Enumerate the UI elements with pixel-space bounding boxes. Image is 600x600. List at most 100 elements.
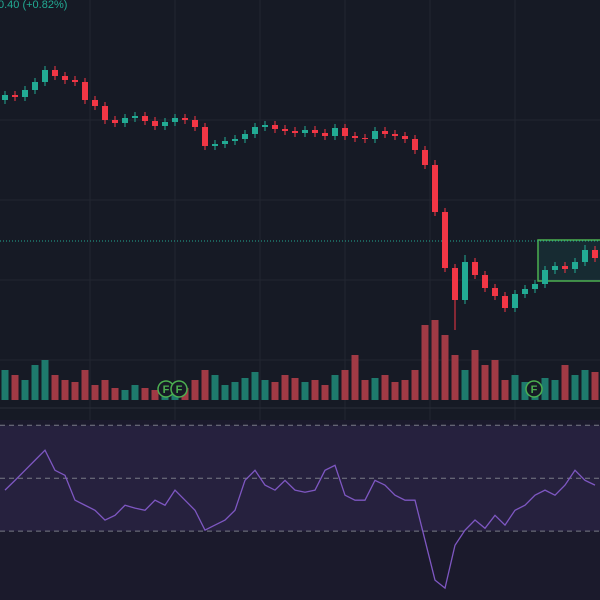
candle-body [342,128,348,136]
volume-bar [31,365,39,400]
candle-body [382,131,388,134]
volume-bar [511,375,519,400]
volume-bar [501,380,509,400]
candle-body [162,122,168,126]
candle-body [562,266,568,269]
volume-bar [41,360,49,400]
event-label: F [531,384,538,396]
volume-bar [151,390,159,400]
volume-bar [11,375,19,400]
volume-bar [551,380,559,400]
volume-bar [441,335,449,400]
highlight-box [537,239,600,282]
candle-body [502,296,508,308]
volume-bar [431,320,439,400]
volume-bar [251,372,259,400]
event-label: F [163,384,170,396]
candle-body [302,130,308,133]
candle-body [92,100,98,106]
volume-bar [21,380,29,400]
candle-body [462,262,468,300]
candle-body [552,266,558,270]
volume-bar [571,375,579,400]
price-change: 0.40 (+0.82%) [0,0,67,11]
rsi-pane [0,420,600,600]
event-marker [170,380,188,398]
candle-body [292,131,298,133]
candle-body [532,284,538,289]
volume-bar [341,370,349,400]
candle-body [62,76,68,80]
candle-body [172,118,178,122]
candle-body [82,82,88,100]
candle-body [12,95,18,97]
volume-bar [71,382,79,400]
event-marker [525,380,543,398]
volume-bar [411,370,419,400]
volume-bar [301,382,309,400]
candle-body [22,90,28,97]
volume-bar [491,360,499,400]
candle-body [512,294,518,308]
candle-body [262,125,268,127]
volume-bar [121,390,129,400]
candle-body [122,118,128,123]
candle-body [112,120,118,123]
volume-bar [391,382,399,400]
volume-bar [271,382,279,400]
candle-body [42,70,48,82]
candle-body [362,138,368,139]
candle-body [402,136,408,139]
candle-body [142,116,148,121]
volume-bar [131,385,139,400]
volume-bar [261,380,269,400]
volume-bar [581,370,589,400]
volume-bar [381,375,389,400]
volume-bar [471,350,479,400]
candle-body [212,144,218,146]
volume-bar [111,388,119,400]
volume-bar [321,385,329,400]
volume-bar [541,378,549,400]
volume-bar [91,385,99,400]
volume-bar [361,380,369,400]
candle-body [392,134,398,136]
candle-body [492,288,498,296]
volume-bar [521,382,529,400]
volume-bar [51,375,59,400]
candle-body [72,80,78,82]
candle-body [52,70,58,76]
volume-bar [221,385,229,400]
volume-bar [331,375,339,400]
candle-body [332,128,338,136]
volume-bar [81,370,89,400]
candle-body [102,106,108,120]
candle-body [132,116,138,118]
candle-body [522,289,528,294]
volume-bar [201,370,209,400]
candle-body [232,139,238,141]
volume-bar [351,355,359,400]
volume-bar [241,378,249,400]
candle-body [152,121,158,126]
volume-bar [371,378,379,400]
volume-bar [61,380,69,400]
volume-bar [101,380,109,400]
candle-body [422,150,428,165]
volume-bar [231,382,239,400]
candle-body [2,95,8,100]
candle-body [432,165,438,212]
candle-body [322,133,328,136]
candle-body [202,127,208,146]
volume-bar [461,370,469,400]
candle-body [32,82,38,90]
volume-bar [1,370,9,400]
candle-body [592,250,598,258]
volume-bar [591,372,599,400]
candle-body [182,118,188,120]
candle-body [572,262,578,269]
candle-body [412,139,418,150]
candle-body [222,141,228,144]
rsi-line [4,449,596,590]
volume-bar [291,378,299,400]
